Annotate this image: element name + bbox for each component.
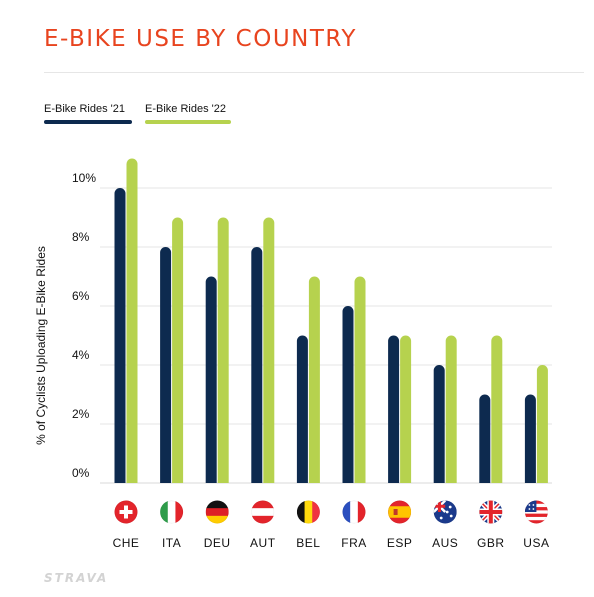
italy-flag-icon bbox=[160, 500, 184, 524]
bar-esp-2021 bbox=[388, 335, 400, 483]
strava-logo: STRAVA bbox=[44, 571, 109, 585]
y-axis-title: % of Cyclists Uploading E-Bike Rides bbox=[34, 246, 48, 445]
bar-fra-2022 bbox=[354, 276, 366, 483]
legend-item-2022: E-Bike Rides '22 bbox=[145, 103, 231, 124]
y-tick-label: 2% bbox=[72, 407, 90, 421]
y-tick-label: 0% bbox=[72, 466, 90, 480]
bar-gbr-2021 bbox=[479, 394, 491, 483]
bar-gbr-2022 bbox=[491, 335, 503, 483]
x-tick-label-aus: AUS bbox=[432, 536, 458, 550]
y-tick-label: 4% bbox=[72, 348, 90, 362]
belgium-flag-icon bbox=[296, 500, 320, 524]
bar-che-2021 bbox=[114, 188, 126, 484]
bar-usa-2021 bbox=[524, 394, 536, 483]
bar-bel-2021 bbox=[296, 335, 308, 483]
bar-aus-2021 bbox=[433, 365, 445, 483]
bar-bel-2022 bbox=[308, 276, 320, 483]
switzerland-flag-icon bbox=[114, 500, 138, 524]
australia-flag-icon bbox=[433, 500, 457, 524]
legend-label-2022: E-Bike Rides '22 bbox=[145, 103, 226, 115]
x-tick-label-fra: FRA bbox=[341, 536, 367, 550]
legend-swatch-2022 bbox=[145, 120, 231, 124]
bar-aut-2022 bbox=[263, 217, 275, 483]
x-tick-label-esp: ESP bbox=[387, 536, 413, 550]
france-flag-icon bbox=[342, 500, 366, 524]
spain-flag-icon bbox=[388, 500, 412, 524]
legend-swatch-2021 bbox=[44, 120, 132, 124]
bar-aus-2022 bbox=[445, 335, 457, 483]
bar-usa-2022 bbox=[536, 365, 548, 483]
x-tick-label-deu: DEU bbox=[204, 536, 231, 550]
x-tick-label-gbr: GBR bbox=[477, 536, 505, 550]
usa-flag-icon bbox=[524, 500, 548, 524]
x-tick-label-ita: ITA bbox=[162, 536, 181, 550]
bar-ita-2021 bbox=[160, 247, 172, 483]
x-tick-label-bel: BEL bbox=[296, 536, 320, 550]
bar-deu-2022 bbox=[217, 217, 229, 483]
x-tick-label-aut: AUT bbox=[250, 536, 276, 550]
uk-flag-icon bbox=[479, 500, 503, 524]
x-tick-label-che: CHE bbox=[113, 536, 140, 550]
bar-che-2022 bbox=[126, 158, 138, 483]
germany-flag-icon bbox=[205, 500, 229, 524]
legend-item-2021: E-Bike Rides '21 bbox=[44, 103, 132, 124]
bar-aut-2021 bbox=[251, 247, 263, 483]
y-tick-label: 10% bbox=[72, 171, 96, 185]
title-divider bbox=[44, 72, 584, 73]
y-tick-label: 8% bbox=[72, 230, 90, 244]
bar-fra-2021 bbox=[342, 306, 354, 483]
austria-flag-icon bbox=[251, 500, 275, 524]
y-tick-label: 6% bbox=[72, 289, 90, 303]
bar-esp-2022 bbox=[400, 335, 412, 483]
bar-ita-2022 bbox=[172, 217, 184, 483]
legend-label-2021: E-Bike Rides '21 bbox=[44, 103, 125, 115]
x-tick-label-usa: USA bbox=[523, 536, 549, 550]
chart-title: E-BIKE USE BY COUNTRY bbox=[44, 26, 357, 52]
bar-deu-2021 bbox=[205, 276, 217, 483]
